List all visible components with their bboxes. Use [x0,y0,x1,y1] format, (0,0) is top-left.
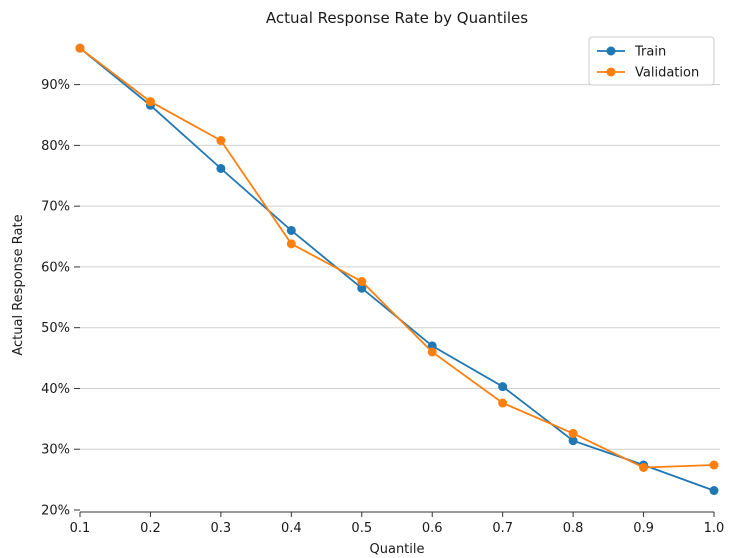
data-point-train [709,486,719,496]
x-tick-label: 1.0 [704,521,725,536]
data-point-validation [709,460,719,470]
x-tick-label: 0.3 [211,521,232,536]
x-tick-label: 0.6 [422,521,443,536]
chart-title: Actual Response Rate by Quantiles [266,9,528,27]
y-tick-label: 30% [41,443,70,458]
axes: 20% 30% 40% 50% 60% 70% 80% 90% 0.1 0.2 0.3 0.4 0.5 0… [41,78,724,536]
y-tick-label: 80% [41,139,70,154]
legend-box [588,36,715,86]
y-tick-label: 60% [41,260,70,275]
series-line-validation [79,47,715,469]
y-axis-title: Actual Response Rate [11,214,26,355]
x-tick-label: 0.1 [70,521,91,536]
legend-label-train: Train [634,45,666,60]
x-tick-label: 0.7 [492,521,513,536]
data-point-train [498,382,508,392]
y-tick-label: 50% [41,321,70,336]
legend-label-validation: Validation [635,66,699,81]
data-point-train [568,436,578,446]
series-lines [75,43,719,496]
data-point-train [286,225,296,235]
data-point-validation [145,97,155,107]
x-tick-label: 0.5 [351,521,372,536]
data-point-validation [568,428,578,438]
data-point-validation [357,277,367,287]
legend: Train Validation [588,36,715,86]
grid-lines [80,84,720,450]
data-point-validation [639,462,649,472]
data-point-validation [427,347,437,357]
y-tick-label: 70% [41,200,70,215]
y-tick-label: 40% [41,382,70,397]
legend-marker-train [606,46,616,56]
data-point-train [357,283,367,293]
y-tick-label: 90% [41,78,70,93]
legend-marker-validation [606,67,616,77]
y-tick-label: 20% [41,504,70,519]
x-tick-label: 0.4 [281,521,302,536]
x-tick-label: 0.8 [563,521,584,536]
data-point-validation [75,43,85,53]
data-point-validation [216,136,226,146]
data-point-train [216,163,226,173]
data-point-validation [286,239,296,249]
data-point-validation [498,398,508,408]
x-axis-title: Quantile [370,542,425,557]
x-tick-label: 0.2 [140,521,161,536]
x-tick-label: 0.9 [633,521,654,536]
